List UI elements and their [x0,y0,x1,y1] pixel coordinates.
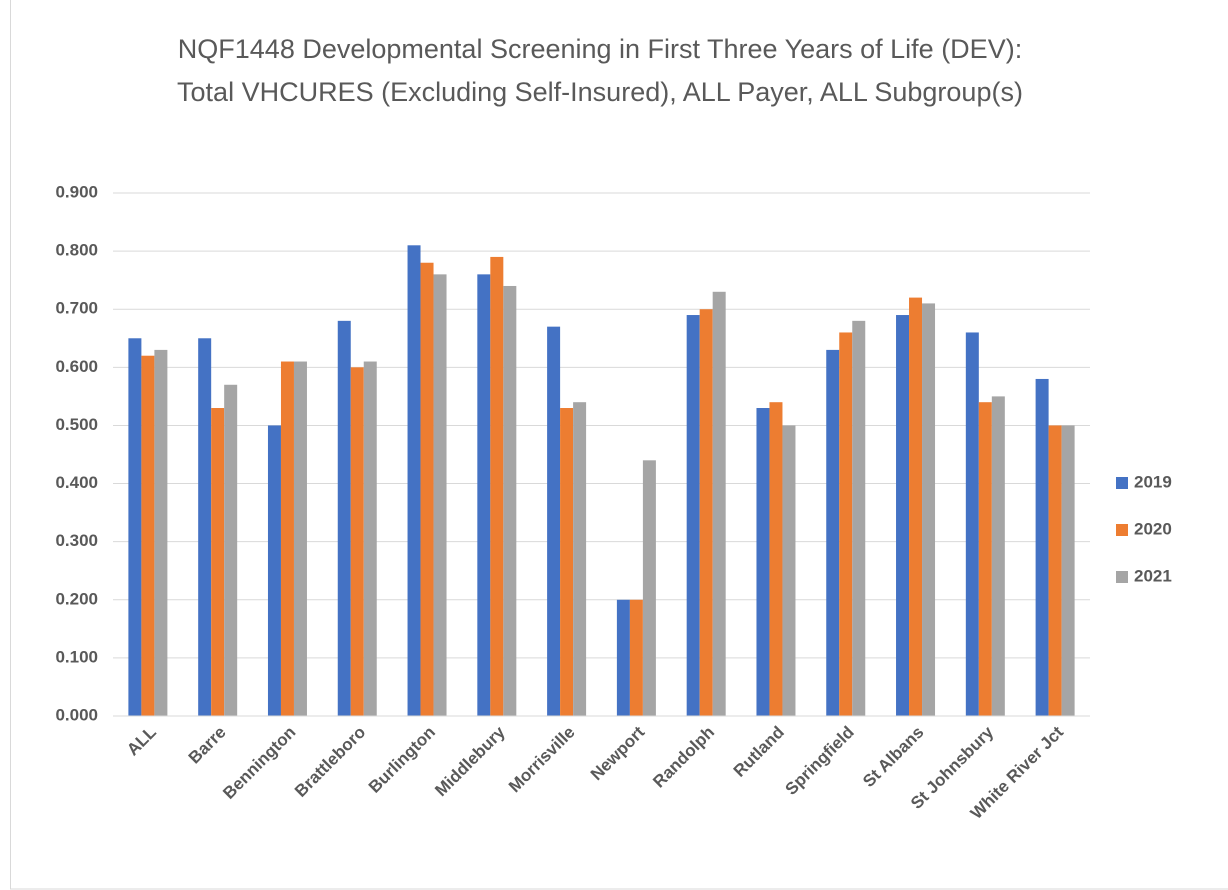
x-tick-label: ALL [123,723,160,760]
bar [280,361,294,716]
bar [224,384,238,716]
x-tick-label: Barre [185,723,230,768]
bar [573,402,587,716]
bar [128,338,142,716]
bar [407,245,421,717]
y-tick-label: 0.800 [55,241,98,260]
y-tick-label: 0.600 [55,357,98,376]
bar [211,408,225,716]
bar [293,361,307,716]
bar [420,262,434,716]
bar [991,396,1005,716]
bar [896,315,910,716]
bar [965,332,979,716]
bar [363,361,377,716]
x-tick-label: Morrisville [505,723,579,797]
y-tick-label: 0.500 [55,415,98,434]
bar [1048,425,1062,716]
legend-swatch [1116,477,1128,489]
bar [1035,378,1049,716]
bar [922,303,936,716]
x-tick-label: Bennington [219,723,299,803]
legend-swatch [1116,524,1128,536]
x-tick-label: Springfield [782,723,858,799]
legend-label: 2021 [1134,566,1172,585]
bar [712,291,726,716]
x-tick-label: Randolph [649,723,718,792]
bar [978,402,992,716]
y-tick-label: 0.900 [55,182,98,201]
bar [616,599,630,716]
bar [198,338,212,716]
bar [756,408,770,716]
y-tick-label: 0.400 [55,473,98,492]
bar [826,349,840,716]
bar [1061,425,1075,716]
bar [686,315,700,716]
bar [782,425,796,716]
bar [642,460,656,716]
x-tick-label: Middlebury [431,722,509,800]
chart-border [10,0,1228,890]
y-tick-label: 0.200 [55,589,98,608]
y-tick-label: 0.100 [55,647,98,666]
y-tick-label: 0.000 [55,705,98,724]
x-tick-label: Burlington [365,723,439,797]
bar [350,367,364,716]
bar [154,349,168,716]
x-tick-label: St Albans [859,723,927,791]
bar [337,320,351,716]
bar [852,320,866,716]
x-tick-label: Rutland [730,723,788,781]
bar [629,599,643,716]
bar [839,332,853,716]
bar [503,285,517,716]
y-tick-label: 0.700 [55,299,98,318]
bar [699,309,713,716]
x-tick-label: Newport [587,722,649,784]
bar [909,297,923,716]
bar [477,274,491,716]
legend-label: 2020 [1134,519,1172,538]
legend-swatch [1116,571,1128,583]
x-tick-label: Brattleboro [291,723,369,801]
bar [769,402,783,716]
bar [560,408,574,716]
bar [490,256,504,716]
bar [141,355,155,716]
y-tick-label: 0.300 [55,531,98,550]
bar [547,326,561,716]
legend-label: 2019 [1134,472,1172,491]
bar [433,274,447,716]
bar [267,425,281,716]
chart-title: NQF1448 Developmental Screening in First… [177,34,1023,107]
